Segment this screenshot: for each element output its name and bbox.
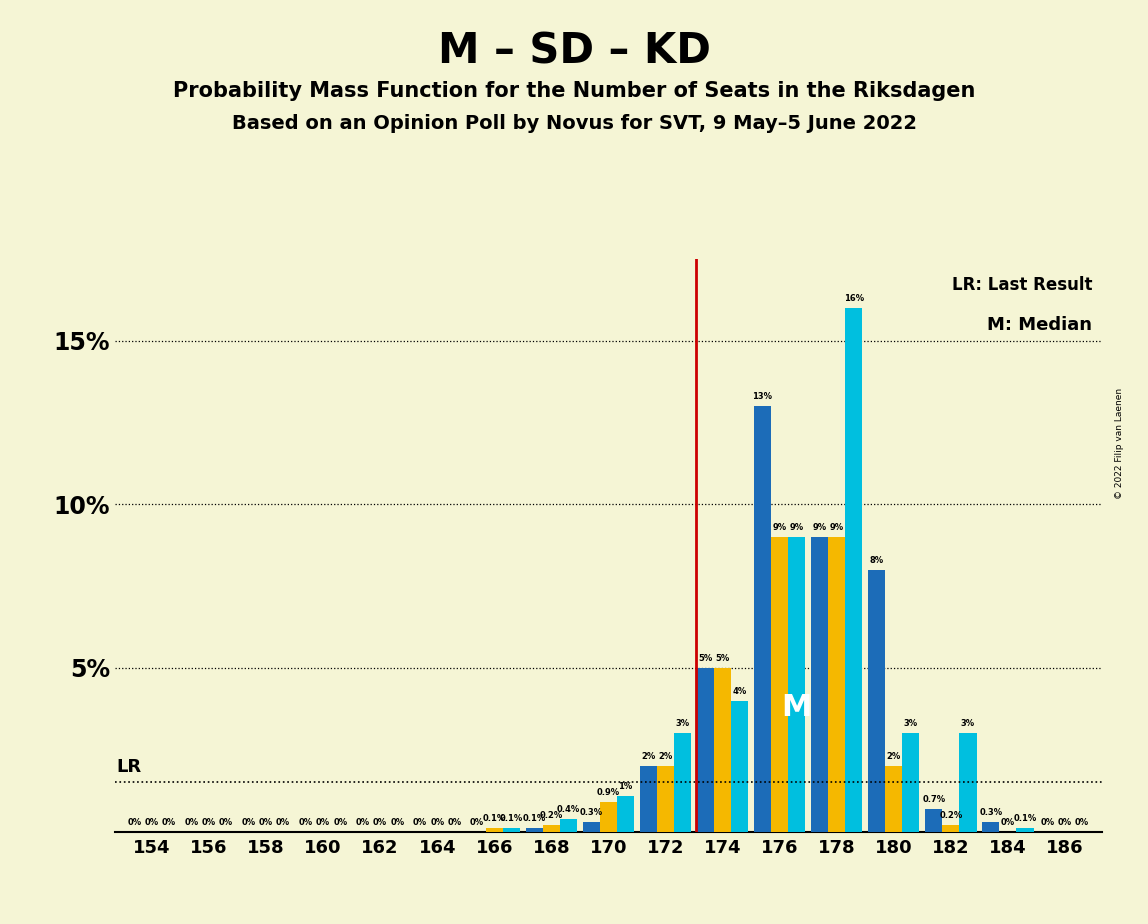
Text: 0%: 0%: [1075, 818, 1089, 827]
Text: 0.1%: 0.1%: [522, 814, 546, 823]
Bar: [828, 537, 845, 832]
Text: 0.7%: 0.7%: [922, 795, 945, 804]
Text: 0.9%: 0.9%: [597, 788, 620, 797]
Text: 1%: 1%: [619, 782, 633, 791]
Bar: [600, 802, 616, 832]
Text: 0%: 0%: [242, 818, 256, 827]
Bar: [616, 796, 634, 832]
Bar: [503, 828, 520, 832]
Bar: [674, 734, 691, 832]
Text: 3%: 3%: [675, 720, 690, 728]
Bar: [983, 821, 1000, 832]
Text: 2%: 2%: [886, 752, 901, 761]
Text: 0%: 0%: [276, 818, 290, 827]
Bar: [810, 537, 828, 832]
Text: 0%: 0%: [316, 818, 331, 827]
Text: 0%: 0%: [162, 818, 176, 827]
Bar: [885, 766, 902, 832]
Text: 3%: 3%: [903, 720, 918, 728]
Text: Based on an Opinion Poll by Novus for SVT, 9 May–5 June 2022: Based on an Opinion Poll by Novus for SV…: [232, 114, 916, 133]
Bar: [868, 570, 885, 832]
Text: 0%: 0%: [1041, 818, 1055, 827]
Bar: [486, 828, 503, 832]
Text: 0%: 0%: [127, 818, 142, 827]
Bar: [789, 537, 806, 832]
Text: 0%: 0%: [333, 818, 348, 827]
Bar: [1016, 828, 1033, 832]
Text: 0.3%: 0.3%: [979, 808, 1002, 817]
Text: 2%: 2%: [642, 752, 656, 761]
Text: 9%: 9%: [773, 523, 786, 532]
Text: 2%: 2%: [659, 752, 673, 761]
Bar: [925, 808, 943, 832]
Bar: [543, 825, 560, 832]
Text: 0%: 0%: [202, 818, 216, 827]
Text: M: M: [782, 693, 812, 723]
Text: 0%: 0%: [373, 818, 387, 827]
Text: 0%: 0%: [219, 818, 233, 827]
Text: 16%: 16%: [844, 294, 864, 303]
Bar: [639, 766, 657, 832]
Text: 0.2%: 0.2%: [939, 811, 962, 821]
Text: © 2022 Filip van Laenen: © 2022 Filip van Laenen: [1115, 388, 1124, 499]
Bar: [960, 734, 977, 832]
Text: LR: LR: [116, 758, 141, 776]
Text: 0%: 0%: [145, 818, 158, 827]
Text: 13%: 13%: [753, 392, 773, 401]
Text: 0%: 0%: [298, 818, 313, 827]
Text: 0%: 0%: [430, 818, 444, 827]
Text: 0.1%: 0.1%: [499, 814, 523, 823]
Text: 0.3%: 0.3%: [580, 808, 603, 817]
Text: LR: Last Result: LR: Last Result: [952, 276, 1092, 294]
Text: 0%: 0%: [471, 818, 484, 827]
Text: 0%: 0%: [390, 818, 404, 827]
Text: 0%: 0%: [448, 818, 461, 827]
Text: 5%: 5%: [698, 654, 713, 663]
Text: 0%: 0%: [185, 818, 199, 827]
Text: 0.4%: 0.4%: [557, 805, 580, 814]
Bar: [657, 766, 674, 832]
Bar: [731, 700, 748, 832]
Bar: [771, 537, 789, 832]
Bar: [845, 308, 862, 832]
Text: 5%: 5%: [715, 654, 730, 663]
Text: 3%: 3%: [961, 720, 975, 728]
Text: M: Median: M: Median: [987, 316, 1092, 334]
Text: 0.2%: 0.2%: [540, 811, 563, 821]
Text: 0%: 0%: [1001, 818, 1015, 827]
Bar: [943, 825, 960, 832]
Text: 0%: 0%: [413, 818, 427, 827]
Text: 0%: 0%: [259, 818, 273, 827]
Text: 9%: 9%: [790, 523, 804, 532]
Bar: [526, 828, 543, 832]
Text: 8%: 8%: [869, 556, 884, 565]
Text: 0%: 0%: [1058, 818, 1072, 827]
Bar: [754, 406, 771, 832]
Text: 9%: 9%: [830, 523, 844, 532]
Text: 0.1%: 0.1%: [1014, 814, 1037, 823]
Bar: [697, 668, 714, 832]
Text: M – SD – KD: M – SD – KD: [437, 30, 711, 72]
Bar: [902, 734, 920, 832]
Text: 9%: 9%: [813, 523, 827, 532]
Bar: [583, 821, 600, 832]
Text: Probability Mass Function for the Number of Seats in the Riksdagen: Probability Mass Function for the Number…: [173, 81, 975, 102]
Bar: [560, 819, 577, 832]
Bar: [714, 668, 731, 832]
Text: 0.1%: 0.1%: [482, 814, 506, 823]
Text: 0%: 0%: [356, 818, 370, 827]
Text: 4%: 4%: [732, 687, 747, 696]
